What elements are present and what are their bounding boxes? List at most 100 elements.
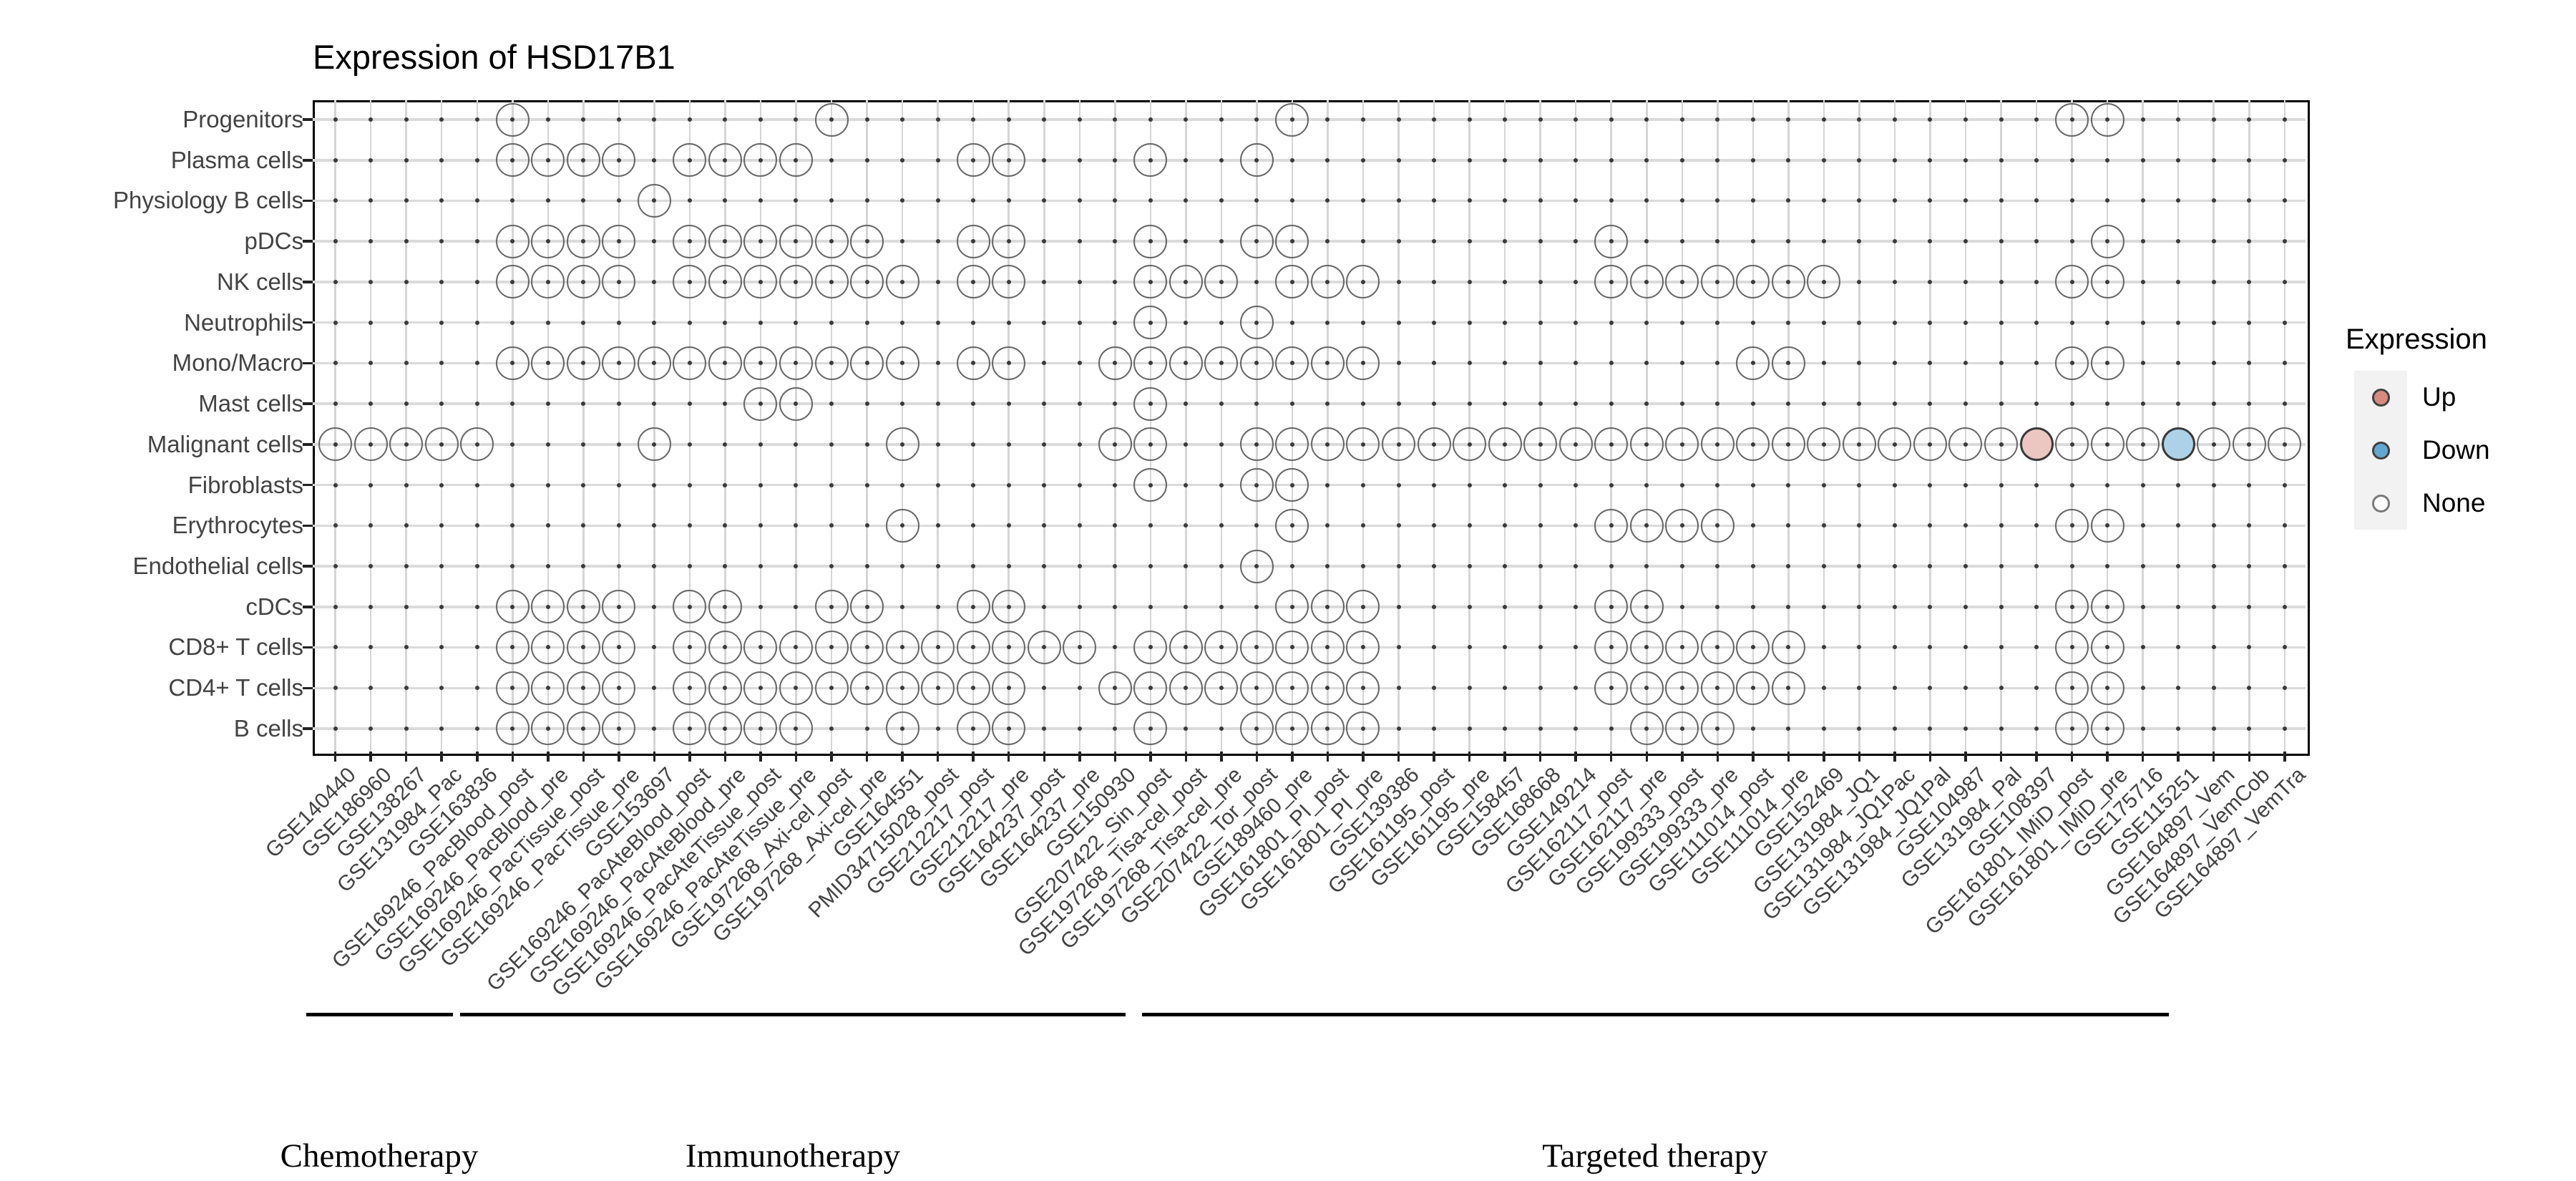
cell-dot [1006,523,1011,528]
cell-dot [510,482,515,487]
cell-dot [1503,279,1508,284]
cell-dot [581,320,586,325]
cell-dot [723,320,728,325]
cell-dot [333,279,338,284]
expression-circle-none [495,346,530,380]
expression-circle-none [1523,427,1558,462]
cell-dot [616,402,621,407]
cell-dot [2282,686,2287,691]
cell-dot [474,279,479,284]
expression-circle-none [1169,265,1203,299]
cell-dot [616,523,621,528]
expression-circle-none [673,265,707,299]
expression-circle-none [850,671,884,705]
expression-circle-none [743,265,778,299]
grid-vline [1468,100,1470,752]
cell-dot [1538,239,1543,244]
cell-dot [404,402,409,407]
expression-circle-none [1239,346,1274,380]
cell-dot [935,198,940,203]
cell-dot [1644,239,1649,244]
cell-dot [935,157,940,162]
grid-vline [724,100,726,752]
grid-vline [2071,100,2073,752]
grid-vline [2283,100,2286,752]
cell-dot [1254,604,1259,609]
expression-circle-none [1665,630,1699,664]
cell-dot [2034,645,2039,650]
cell-dot [439,686,444,691]
cell-dot [1821,645,1826,650]
cell-dot [1503,645,1508,650]
expression-circle-none [956,143,990,178]
expression-circle-none [1275,711,1309,746]
expression-circle-none [992,711,1026,746]
cell-dot [474,157,479,162]
y-axis-label: NK cells [216,268,303,295]
cell-dot [1574,523,1579,528]
cell-dot [723,442,728,447]
cell-dot [2176,239,2181,244]
cell-dot [2211,482,2216,487]
expression-circle-none [1275,102,1309,137]
cell-dot [1113,564,1118,569]
expression-circle-none [1417,427,1451,462]
cell-dot [1999,564,2004,569]
cell-dot [545,523,550,528]
cell-dot [1254,402,1259,407]
x-axis-tick [865,752,869,762]
expression-circle-none [424,427,459,462]
cell-dot [900,157,905,162]
cell-dot [1892,482,1897,487]
cell-dot [1715,117,1720,122]
cell-dot [829,442,834,447]
cell-dot [2176,564,2181,569]
cell-dot [2176,279,2181,284]
cell-dot [1715,604,1720,609]
cell-dot [1538,564,1543,569]
cell-dot [1750,320,1755,325]
cell-dot [1999,157,2004,162]
grid-hline [313,159,2306,162]
cell-dot [1184,198,1189,203]
cell-dot [2034,686,2039,691]
cell-dot [1999,604,2004,609]
cell-dot [723,564,728,569]
expression-circle-none [531,265,565,299]
y-axis-tick [303,443,313,446]
expression-circle-none [779,346,813,380]
expression-circle-none [566,630,600,664]
cell-dot [2282,117,2287,122]
cell-dot [829,564,834,569]
x-axis-tick [1291,752,1294,762]
cell-dot [369,402,374,407]
cell-dot [2282,320,2287,325]
cell-dot [971,198,976,203]
expression-circle-none [956,671,990,705]
x-axis-tick [1397,752,1400,762]
expression-circle-none [2232,427,2266,462]
cell-dot [1715,320,1720,325]
expression-circle-none [885,265,919,299]
cell-dot [1574,564,1579,569]
cell-dot [2069,564,2074,569]
cell-dot [2105,482,2110,487]
grid-vline [2106,100,2109,752]
grid-vline [1327,100,1329,752]
cell-dot [1503,157,1508,162]
grid-hline [313,727,2306,730]
cell-dot [1360,564,1365,569]
cell-dot [1219,239,1224,244]
x-axis-tick [1716,752,1719,762]
cell-dot [1113,239,1118,244]
expression-circle-none [1842,427,1876,462]
cell-dot [900,564,905,569]
expression-circle-none [1239,143,1274,178]
cell-dot [1715,564,1720,569]
expression-circle-none [1736,265,1770,299]
cell-dot [1538,198,1543,203]
cell-dot [1928,645,1933,650]
cell-dot [758,523,763,528]
cell-dot [1857,157,1862,162]
expression-circle-none [779,671,813,705]
